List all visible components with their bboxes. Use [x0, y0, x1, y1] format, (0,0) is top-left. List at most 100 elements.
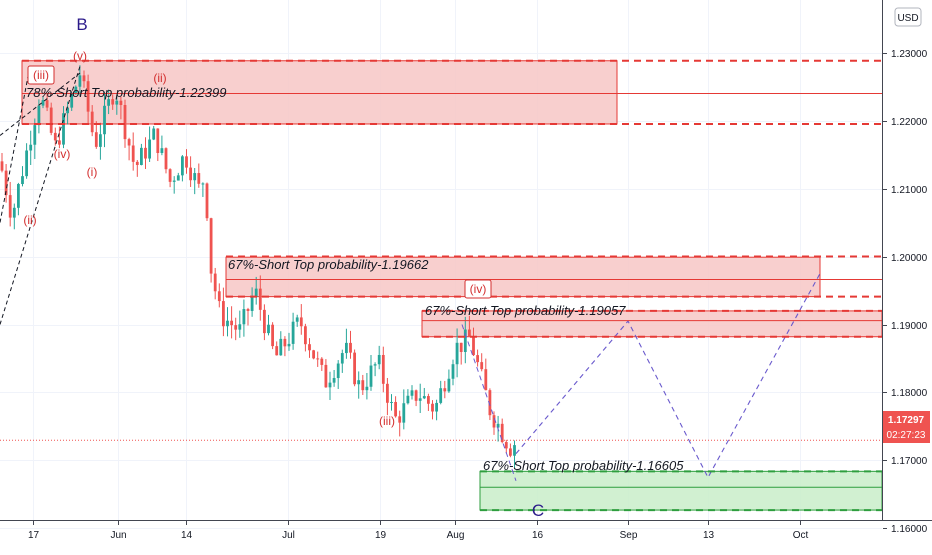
candle — [439, 380, 443, 405]
candle — [41, 95, 45, 109]
candle-body — [484, 369, 488, 391]
candle-body — [422, 396, 426, 399]
candle-body — [115, 100, 119, 105]
candle-body — [226, 320, 229, 327]
candle — [263, 304, 266, 341]
candle-body — [283, 338, 287, 347]
candle-body — [377, 354, 381, 365]
candle-body — [496, 423, 500, 428]
candle-body — [144, 147, 147, 159]
candle — [70, 92, 74, 111]
candle — [291, 312, 295, 350]
price-tick-label: 1.16000 — [891, 524, 928, 535]
candle — [414, 389, 418, 407]
candle-body — [193, 173, 197, 181]
candle — [189, 156, 192, 187]
candle-body — [406, 395, 410, 404]
candle-body — [156, 128, 160, 154]
candle — [86, 74, 90, 125]
candle-body — [332, 378, 336, 383]
candle — [258, 275, 262, 321]
candle — [369, 354, 373, 391]
currency-button[interactable]: USD — [894, 7, 922, 27]
candle-body — [0, 161, 4, 171]
candle-body — [353, 352, 356, 385]
price-tick-label: 1.18000 — [891, 388, 928, 399]
candle-body — [242, 309, 246, 325]
candle-body — [390, 401, 393, 403]
zone-labels: 78%-Short Top probability-1.22399 67%-Sho… — [26, 85, 684, 473]
time-axis[interactable]: 17 Jun 14 Jul 19 Aug 16 Sep 13 Oct — [28, 521, 809, 541]
candle — [373, 362, 377, 377]
candle — [33, 118, 37, 160]
candle — [29, 130, 33, 166]
candle — [345, 328, 348, 359]
candle — [463, 316, 467, 364]
candle — [135, 159, 139, 177]
candle — [431, 400, 434, 420]
candle — [349, 330, 352, 359]
candle — [459, 342, 463, 365]
candle-body — [172, 180, 176, 182]
candle-body — [427, 396, 430, 404]
candle — [312, 349, 315, 360]
candle — [160, 135, 164, 156]
candle-body — [336, 363, 340, 379]
time-tick-label: Oct — [793, 530, 809, 541]
candle — [406, 389, 410, 405]
candle-body — [373, 364, 377, 366]
price-axis[interactable]: 1.23000 1.22000 1.21000 1.20000 1.19000 1.180… — [883, 49, 928, 535]
wave-guide-lines — [0, 66, 517, 482]
candle — [361, 374, 365, 395]
candle — [62, 106, 65, 149]
candle-body — [176, 175, 180, 181]
candle-body — [439, 388, 443, 403]
candle-body — [17, 184, 20, 208]
candle — [357, 371, 361, 399]
candle — [205, 182, 209, 221]
candle-body — [119, 100, 123, 106]
candle-body — [33, 125, 37, 145]
candle-body — [398, 416, 402, 423]
candle-body — [258, 288, 262, 310]
time-tick-label: 13 — [703, 530, 715, 541]
candle — [394, 396, 397, 418]
candle-body — [500, 423, 504, 443]
candle-body — [361, 380, 365, 391]
current-price-value: 1.17297 — [888, 415, 925, 426]
candle-body — [271, 324, 274, 347]
candle — [144, 137, 147, 169]
candle-body — [238, 324, 242, 330]
candle-body — [127, 139, 131, 146]
zone-boxes — [21, 60, 883, 511]
candle — [172, 176, 176, 194]
candle — [131, 132, 135, 171]
candle — [513, 440, 516, 468]
candle — [21, 166, 24, 187]
candle — [213, 267, 217, 300]
candle-body — [328, 382, 332, 388]
candle-body — [90, 111, 94, 133]
candle-body — [74, 86, 78, 95]
wave-guide-line — [461, 324, 517, 482]
candle — [451, 359, 455, 386]
candle — [168, 168, 172, 188]
candle-body — [86, 81, 90, 112]
candle-body — [94, 132, 98, 147]
candle — [0, 152, 4, 173]
candle — [275, 341, 279, 356]
candle-body — [70, 94, 74, 108]
candle — [164, 147, 168, 174]
candle-body — [386, 383, 389, 403]
candle-body — [291, 321, 295, 344]
candle — [209, 217, 213, 283]
candle-body — [213, 273, 217, 292]
candle — [472, 327, 475, 357]
candle — [156, 128, 160, 162]
candle-body — [123, 105, 127, 140]
candle-body — [308, 344, 311, 351]
price-tick-label: 1.23000 — [891, 49, 928, 60]
candle — [295, 314, 299, 327]
